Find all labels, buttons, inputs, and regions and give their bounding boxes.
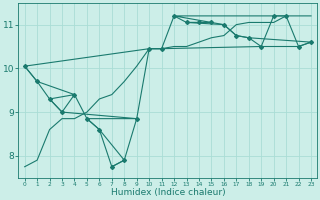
- X-axis label: Humidex (Indice chaleur): Humidex (Indice chaleur): [110, 188, 225, 197]
